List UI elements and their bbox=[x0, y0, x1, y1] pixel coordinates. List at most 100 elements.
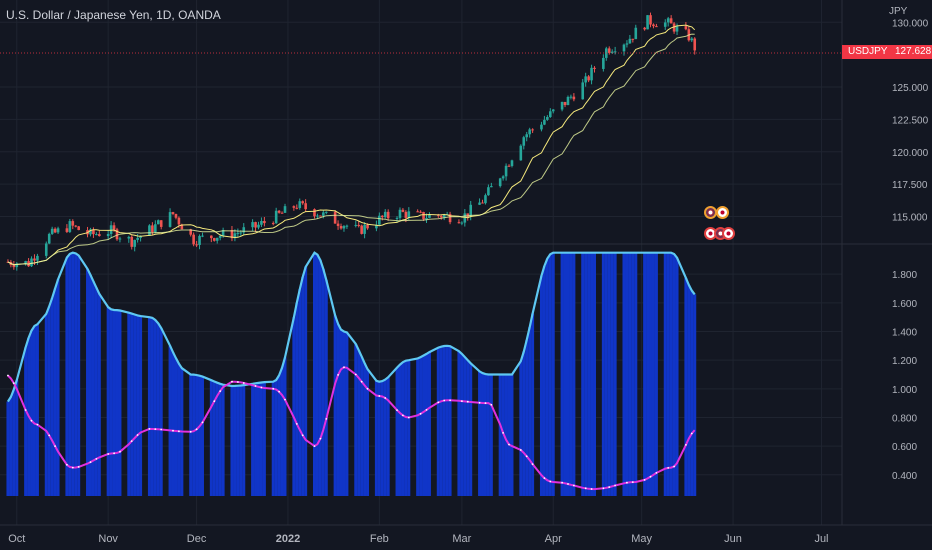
candle-body bbox=[525, 134, 529, 138]
histogram-bar bbox=[539, 275, 543, 496]
histogram-bar bbox=[15, 380, 19, 496]
ratio-dot bbox=[213, 400, 216, 403]
histogram-bar bbox=[236, 385, 240, 496]
histogram-bar bbox=[195, 375, 199, 496]
histogram-bar bbox=[56, 279, 60, 496]
histogram-bar bbox=[649, 252, 653, 496]
candle-body bbox=[221, 230, 225, 236]
ratio-dot bbox=[549, 480, 552, 483]
ratio-dot bbox=[384, 397, 387, 399]
histogram-bar bbox=[53, 288, 57, 496]
histogram-group bbox=[6, 252, 697, 496]
ratio-dot bbox=[508, 443, 510, 446]
jp-flag-icon[interactable] bbox=[716, 206, 729, 219]
histogram-bar bbox=[94, 287, 98, 496]
ratio-dot bbox=[295, 423, 298, 425]
candle-body bbox=[569, 96, 573, 98]
candle-body bbox=[395, 217, 399, 219]
ratio-dot bbox=[608, 486, 611, 488]
candle-body bbox=[622, 44, 626, 52]
histogram-bar bbox=[548, 254, 552, 496]
ratio-dot bbox=[154, 428, 157, 430]
histogram-bar bbox=[669, 252, 673, 496]
chart-title: U.S. Dollar / Japanese Yen, 1D, OANDA bbox=[6, 8, 221, 22]
candle-body bbox=[130, 236, 134, 247]
histogram-bar bbox=[522, 351, 526, 496]
time-axis-tick: Apr bbox=[545, 533, 562, 545]
histogram-bar bbox=[666, 252, 670, 496]
histogram-bar bbox=[130, 313, 134, 496]
time-axis-tick: Dec bbox=[187, 533, 207, 545]
candle-body bbox=[271, 223, 275, 225]
candle-body bbox=[540, 124, 543, 130]
candle-body bbox=[375, 224, 378, 229]
candle-body bbox=[672, 23, 676, 32]
ratio-dot bbox=[525, 455, 528, 458]
histogram-bar bbox=[693, 294, 697, 496]
histogram-bar bbox=[71, 252, 75, 496]
currency-label: JPY bbox=[889, 6, 908, 17]
ratio-dot bbox=[12, 382, 15, 384]
candle-body bbox=[50, 228, 54, 234]
histogram-bar bbox=[156, 323, 160, 496]
candle-body bbox=[422, 211, 425, 220]
histogram-bar bbox=[221, 384, 225, 496]
candle-body bbox=[484, 195, 487, 204]
histogram-bar bbox=[427, 352, 431, 496]
histogram-bar bbox=[483, 374, 487, 496]
candle-body bbox=[460, 222, 464, 224]
histogram-bar bbox=[439, 346, 443, 496]
candle-body bbox=[646, 15, 649, 30]
histogram-bar bbox=[643, 252, 647, 496]
histogram-bar bbox=[233, 385, 237, 496]
indicator-axis-tick: 1.000 bbox=[892, 385, 917, 396]
ratio-dot bbox=[561, 481, 563, 484]
candle-body bbox=[71, 221, 75, 226]
candle-body bbox=[33, 258, 36, 261]
ratio-dot bbox=[119, 450, 121, 453]
histogram-bar bbox=[566, 252, 570, 496]
candle-body bbox=[242, 227, 246, 233]
candle-body bbox=[684, 26, 688, 30]
histogram-bar bbox=[395, 367, 399, 496]
candle-body bbox=[581, 82, 585, 100]
candle-body bbox=[543, 119, 546, 125]
histogram-bar bbox=[86, 268, 90, 496]
ma-fast-line bbox=[7, 24, 696, 266]
histogram-bar bbox=[481, 373, 485, 496]
jp-flag-icon[interactable] bbox=[722, 227, 735, 240]
time-axis-tick: Feb bbox=[370, 533, 389, 545]
candle-body bbox=[233, 233, 237, 239]
candle-body bbox=[380, 215, 384, 218]
ratio-dot bbox=[478, 401, 481, 404]
ratio-dot bbox=[130, 440, 133, 442]
candle-body bbox=[236, 232, 240, 234]
ratio-dot bbox=[89, 461, 92, 463]
histogram-bar bbox=[613, 252, 617, 496]
histogram-bar bbox=[419, 357, 423, 496]
candle-body bbox=[675, 26, 679, 32]
histogram-bar bbox=[634, 252, 638, 496]
ratio-dot bbox=[337, 374, 339, 376]
histogram-bar bbox=[687, 284, 691, 496]
ratio-dot bbox=[649, 475, 652, 478]
candles-group bbox=[6, 12, 697, 271]
candle-body bbox=[560, 101, 564, 110]
ratio-dot bbox=[531, 463, 534, 465]
histogram-bar bbox=[277, 375, 281, 496]
candle-body bbox=[98, 234, 101, 237]
economic-events[interactable] bbox=[702, 204, 742, 242]
histogram-bar bbox=[407, 360, 411, 496]
ratio-dot bbox=[319, 437, 322, 440]
histogram-bar bbox=[133, 314, 137, 496]
candle-body bbox=[652, 24, 655, 27]
candle-body bbox=[634, 27, 638, 40]
histogram-bar bbox=[9, 396, 13, 496]
candle-body bbox=[177, 217, 181, 225]
ratio-dot bbox=[584, 487, 587, 490]
histogram-bar bbox=[672, 253, 676, 496]
histogram-bar bbox=[218, 383, 222, 496]
histogram-bar bbox=[127, 312, 131, 496]
ratio-dot bbox=[242, 382, 245, 384]
